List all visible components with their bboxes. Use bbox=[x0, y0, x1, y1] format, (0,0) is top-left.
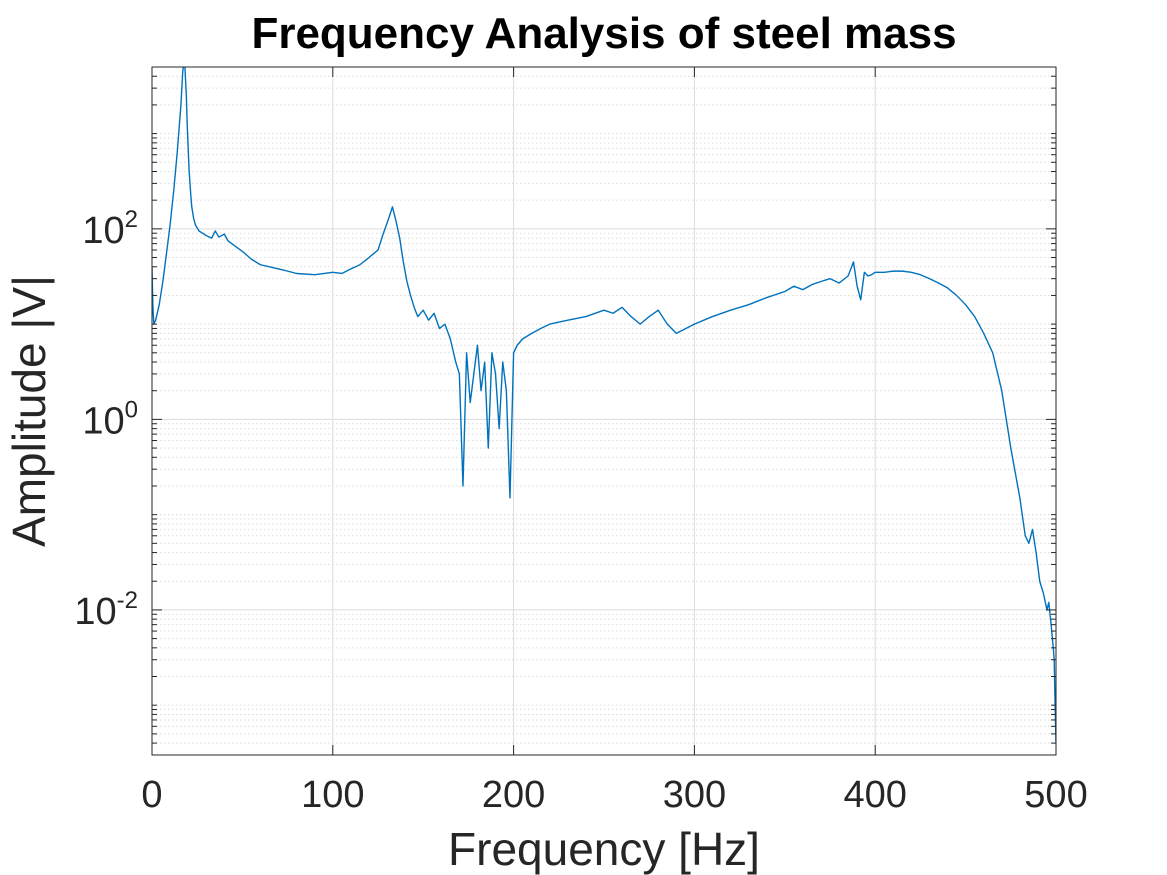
y-tick-exponent: -2 bbox=[117, 587, 138, 614]
y-tick-exponent: 0 bbox=[125, 396, 138, 423]
plot-background bbox=[152, 67, 1056, 755]
x-tick-label: 300 bbox=[663, 774, 726, 816]
axes-box bbox=[151, 66, 1057, 756]
minor-grid bbox=[152, 66, 1056, 756]
plot-area bbox=[151, 66, 1057, 756]
y-tick-label: 100 bbox=[82, 396, 138, 442]
x-tick-label: 100 bbox=[301, 774, 364, 816]
x-tick-labels: 0 100 200 300 400 500 bbox=[141, 774, 1087, 816]
x-tick-label: 500 bbox=[1024, 774, 1087, 816]
y-tick-exponent: 2 bbox=[125, 206, 138, 233]
chart-title: Frequency Analysis of steel mass bbox=[251, 9, 956, 58]
y-tick-label: 102 bbox=[82, 206, 138, 252]
x-axis-label: Frequency [Hz] bbox=[448, 823, 760, 875]
y-tick-label: 10-2 bbox=[74, 587, 138, 633]
y-tick-base: 10 bbox=[74, 591, 116, 633]
series-layer bbox=[152, 67, 1056, 744]
y-axis-label: Amplitude |V| bbox=[3, 275, 55, 547]
series-line bbox=[152, 67, 1056, 744]
x-tick-label: 0 bbox=[141, 774, 162, 816]
tick-marks bbox=[151, 66, 1057, 756]
y-tick-base: 10 bbox=[82, 400, 124, 442]
x-tick-label: 200 bbox=[482, 774, 545, 816]
x-tick-label: 400 bbox=[843, 774, 906, 816]
y-tick-base: 10 bbox=[82, 210, 124, 252]
